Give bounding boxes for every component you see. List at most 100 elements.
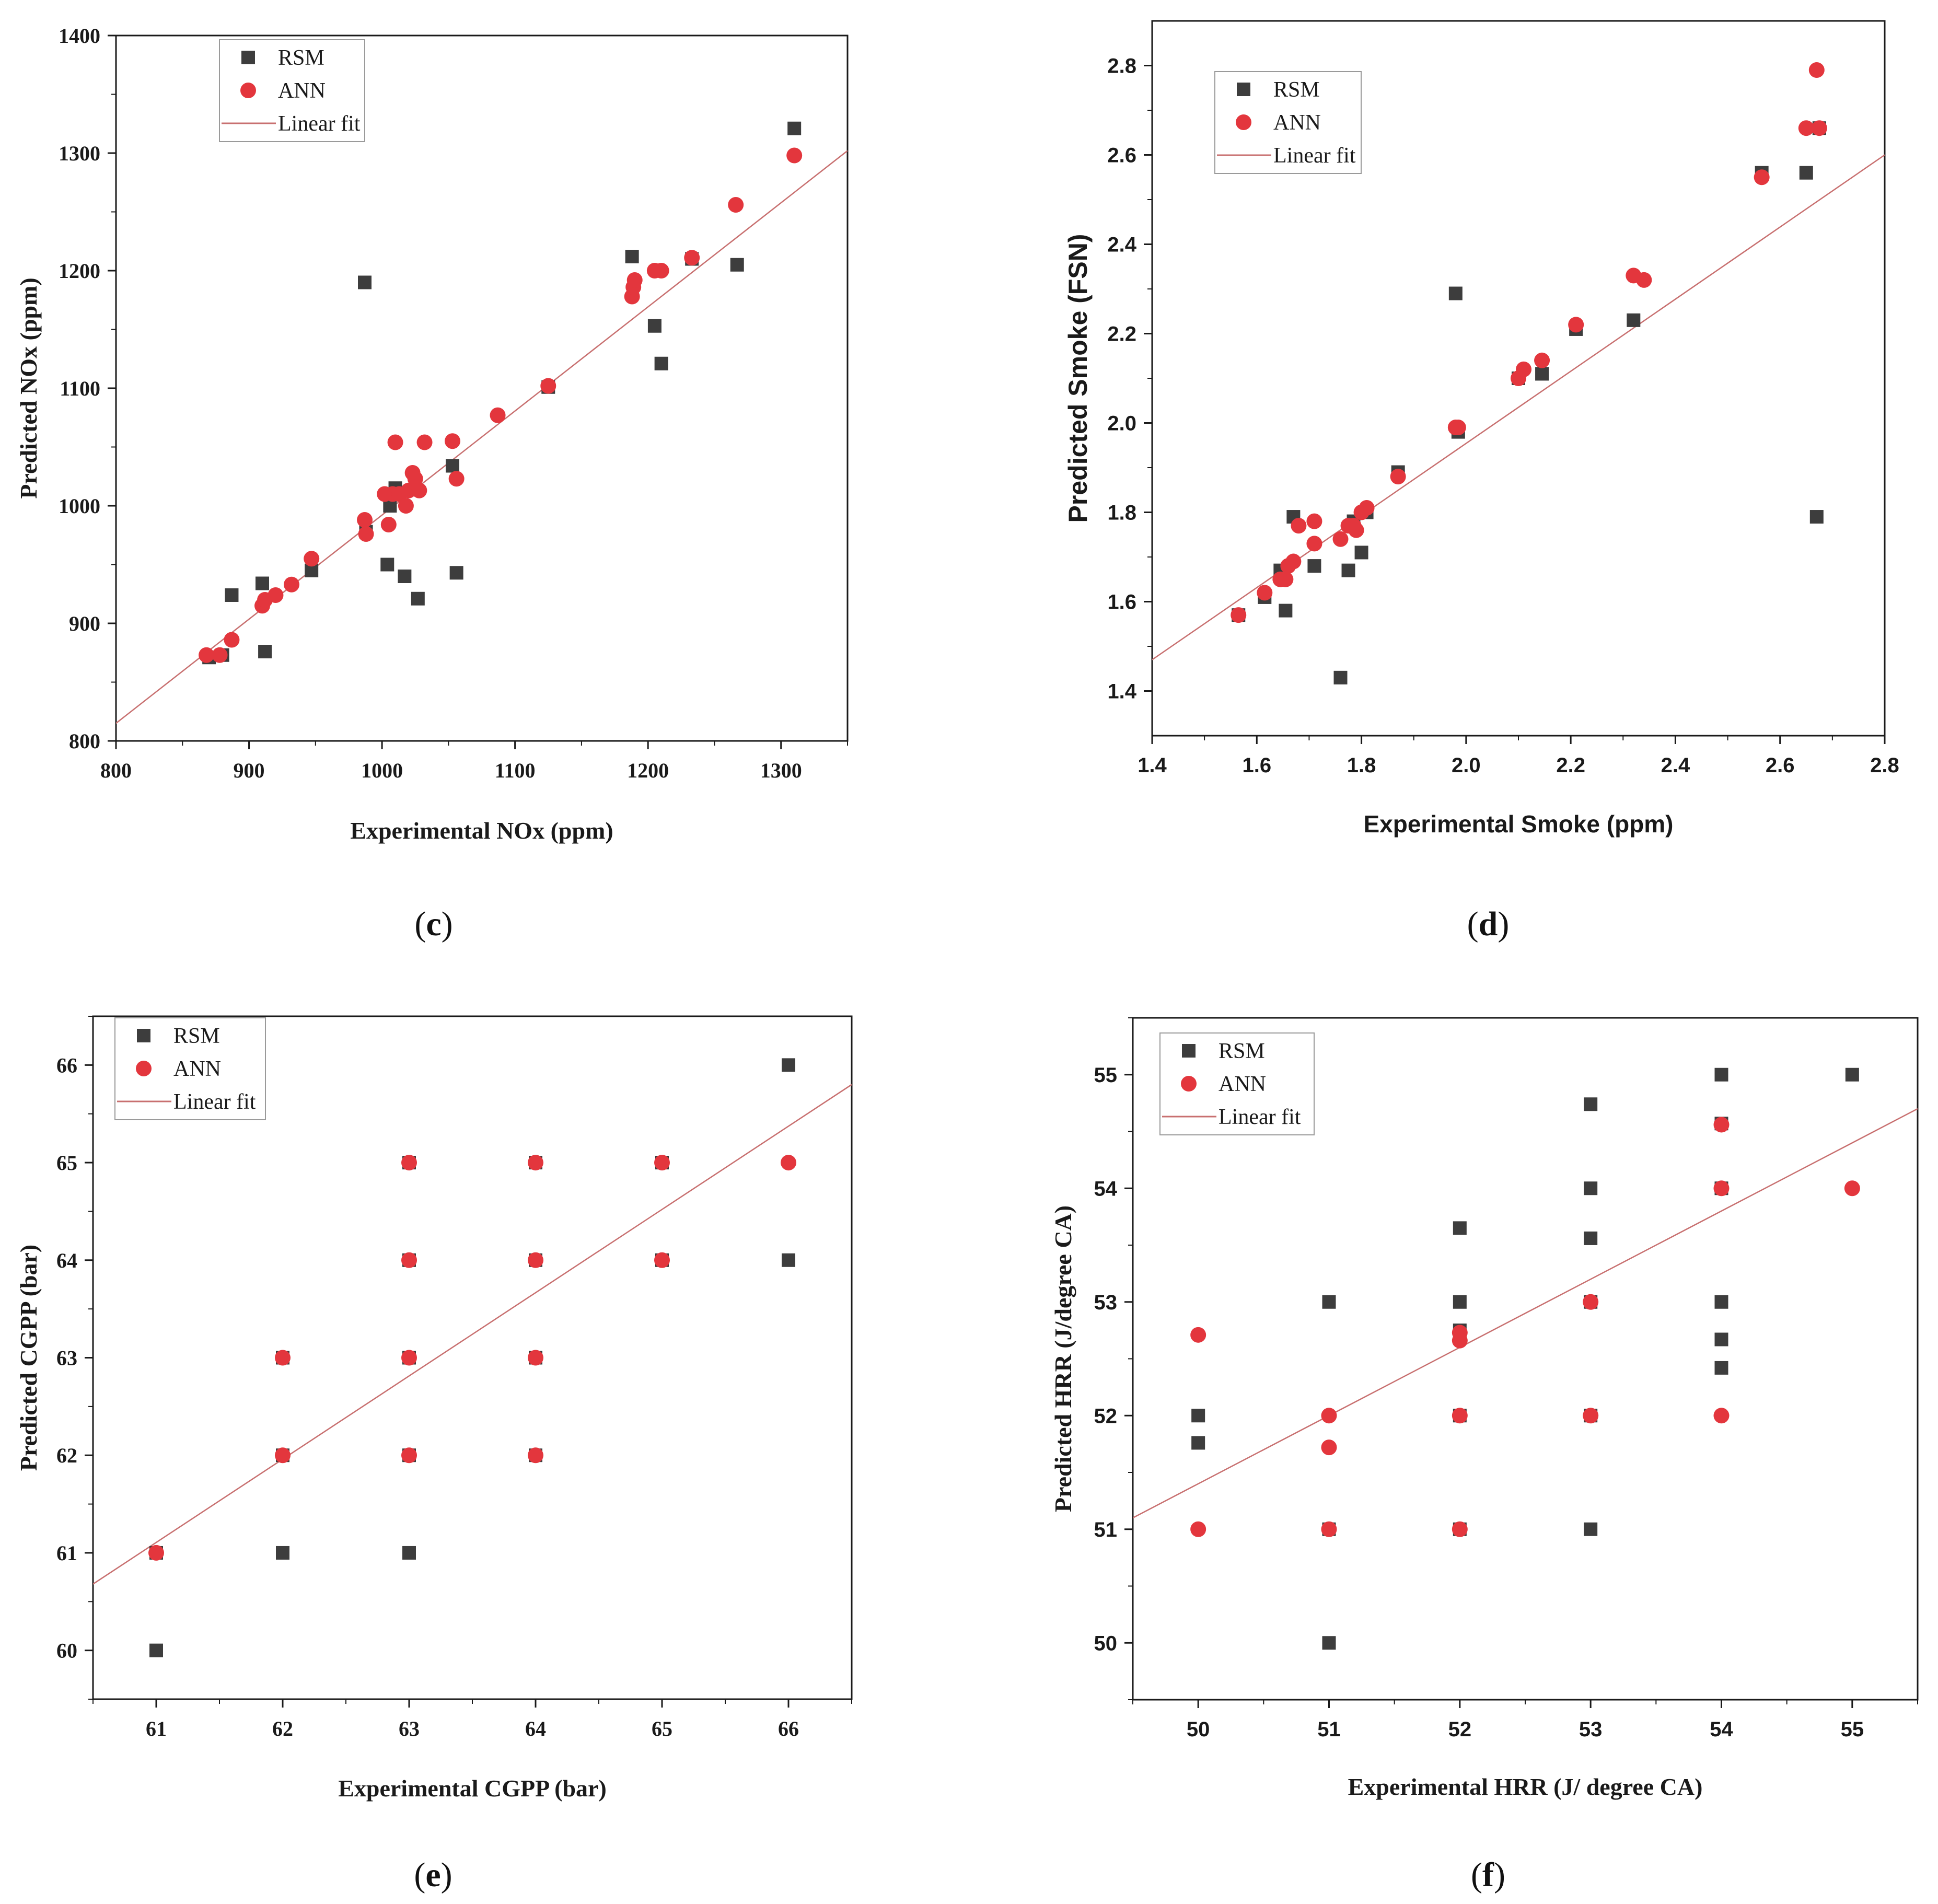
legend-label-fit: Linear fit <box>1273 144 1356 168</box>
y-axis-label: Predicted CGPP (bar) <box>15 1245 42 1471</box>
x-tick-label: 52 <box>1448 1718 1472 1741</box>
rsm-point <box>1584 1181 1598 1195</box>
ann-point <box>1798 120 1814 136</box>
rsm-point <box>730 258 744 272</box>
ann-point <box>786 147 803 164</box>
ann-point <box>411 482 427 498</box>
y-tick-label: 60 <box>56 1639 77 1663</box>
y-tick-label: 1.8 <box>1107 502 1136 525</box>
ann-point <box>1285 553 1302 570</box>
y-axis-label: Predicted HRR (J/degree CA) <box>1050 1205 1076 1512</box>
ann-point <box>528 1447 543 1464</box>
x-tick-label: 1000 <box>361 759 403 782</box>
rsm-point <box>647 319 662 333</box>
y-tick-label: 1.4 <box>1107 680 1136 703</box>
ann-point <box>1452 1332 1468 1349</box>
y-tick-label: 2.0 <box>1107 412 1136 435</box>
y-tick-label: 50 <box>1094 1632 1118 1655</box>
chart-e: 61 62 63 64 65 66 60 61 62 63 64 65 66 Experimental C… <box>15 1015 853 1894</box>
x-tick-label: 2.6 <box>1766 754 1795 777</box>
y-tick-label: 51 <box>1094 1518 1118 1541</box>
ann-point <box>284 576 299 593</box>
y-tick-label: 54 <box>1094 1177 1118 1200</box>
ann-point <box>1348 522 1364 538</box>
x-axis-label: Experimental CGPP (bar) <box>338 1775 607 1802</box>
ann-point <box>224 632 240 648</box>
rsm-point <box>1307 559 1321 573</box>
ann-point <box>401 1252 417 1268</box>
y-tick-label: 1100 <box>60 377 100 400</box>
legend: RSM ANN Linear fit <box>1159 1032 1315 1135</box>
y-tick-label: 1400 <box>59 24 100 48</box>
rsm-point <box>1714 1295 1728 1309</box>
ann-point <box>1306 536 1322 552</box>
legend-rsm-marker <box>1182 1044 1196 1058</box>
x-tick-label: 53 <box>1579 1718 1603 1741</box>
ann-point <box>1450 420 1466 436</box>
rsm-point <box>1584 1097 1598 1111</box>
chart-d: 1.4 1.6 1.8 2.0 2.2 2.4 2.6 2.8 1.4 1.6 1.8 2.0 2.2 2… <box>1063 20 1899 943</box>
legend-rsm-marker <box>137 1029 150 1042</box>
rsm-point <box>1714 1067 1728 1082</box>
linear-fit-line <box>93 1084 852 1585</box>
legend: RSM ANN Linear fit <box>1214 71 1362 174</box>
x-tick-label: 2.2 <box>1556 754 1585 777</box>
rsm-point <box>1627 313 1641 327</box>
panel-caption: (f) <box>1471 1856 1505 1894</box>
x-tick-label: 64 <box>525 1717 546 1740</box>
x-tick-label: 800 <box>100 759 132 782</box>
y-tick-label: 63 <box>56 1346 77 1370</box>
ann-point <box>1534 352 1550 368</box>
linear-fit-line <box>116 150 848 724</box>
legend-ann-marker <box>136 1061 152 1076</box>
legend: RSM ANN Linear fit <box>219 39 365 142</box>
plot-area <box>1133 1067 1918 1650</box>
y-tick-label: 900 <box>69 612 100 635</box>
x-tick-label: 1.6 <box>1242 754 1271 777</box>
ann-point <box>1306 513 1322 529</box>
ann-point <box>445 433 460 449</box>
rsm-point <box>1322 1636 1336 1650</box>
ann-point <box>1452 1521 1468 1537</box>
rsm-point <box>258 645 272 658</box>
rsm-point <box>411 591 425 606</box>
y-tick-label: 2.8 <box>1107 55 1136 78</box>
y-tick-label: 2.6 <box>1107 144 1136 167</box>
rsm-point <box>380 558 394 572</box>
legend-ann-marker <box>1236 114 1251 130</box>
legend-rsm-marker <box>241 51 255 64</box>
x-tick-label: 2.8 <box>1870 754 1899 777</box>
rsm-point <box>1453 1221 1467 1235</box>
ann-point <box>1636 272 1652 288</box>
ann-point <box>528 1252 543 1268</box>
plot-area <box>116 121 848 724</box>
y-tick-label: 62 <box>56 1444 77 1467</box>
rsm-point <box>1584 1522 1598 1536</box>
ann-point <box>781 1155 796 1171</box>
chart-c: 800 900 1000 1100 1200 1300 800 900 1000 1100 1200… <box>15 24 849 943</box>
rsm-point <box>1535 367 1549 381</box>
ann-point <box>268 587 284 603</box>
rsm-point <box>1279 603 1293 618</box>
legend-label-rsm: RSM <box>1273 78 1320 102</box>
y-tick-label: 1300 <box>59 142 100 165</box>
ann-point <box>728 197 744 213</box>
ann-point <box>528 1155 543 1171</box>
rsm-point <box>1453 1295 1467 1309</box>
panel-caption: (c) <box>414 905 452 943</box>
ann-point <box>448 471 465 487</box>
ann-point <box>1190 1521 1206 1537</box>
rsm-point <box>225 588 239 602</box>
linear-fit-line <box>1133 1108 1918 1519</box>
rsm-point <box>1584 1231 1598 1245</box>
ann-point <box>1811 120 1827 136</box>
ann-point <box>148 1545 164 1561</box>
rsm-point <box>1714 1361 1728 1375</box>
ann-point <box>416 434 433 450</box>
rsm-point <box>256 576 269 590</box>
ann-point <box>490 407 506 423</box>
plot-area <box>93 1058 852 1657</box>
ann-point <box>1231 607 1247 623</box>
x-axis-label: Experimental Smoke (ppm) <box>1363 810 1673 838</box>
ann-point <box>1359 500 1375 516</box>
